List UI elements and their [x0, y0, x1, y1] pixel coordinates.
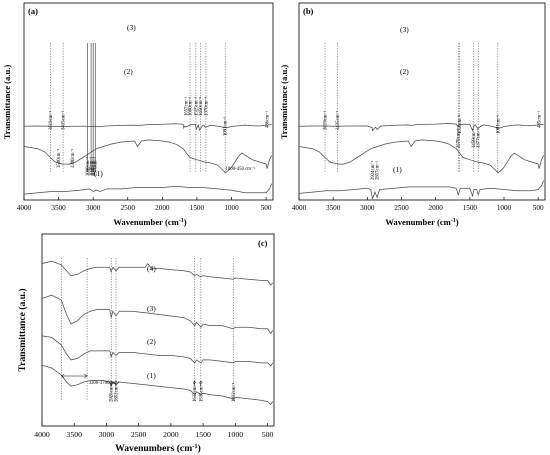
x-tick-label: 3500	[51, 204, 66, 212]
series-label: (3)	[400, 25, 409, 34]
panel-a-label: (a)	[28, 6, 38, 16]
x-tick-label: 500	[261, 204, 272, 212]
peak-annotation: 1650cm⁻¹	[457, 114, 463, 134]
peak-annotation: 1450cm⁻¹	[471, 128, 477, 148]
x-tick-label: 2000	[163, 430, 179, 439]
x-tick-label: 3000	[360, 204, 375, 212]
range-arrow-head-right	[83, 373, 88, 379]
panel-c-xlabel: Wavenumbers (cm-1)	[115, 443, 201, 454]
series-label: (2)	[124, 67, 133, 76]
x-tick-label: 1000	[497, 204, 512, 212]
x-tick-label: 3500	[326, 204, 341, 212]
spectrum-line-2	[41, 294, 274, 335]
peak-annotation: 3435cm⁻¹	[335, 110, 341, 130]
x-tick-label: 2500	[131, 430, 147, 439]
series-label: (1)	[147, 371, 156, 380]
peak-annotation: 3080cm⁻¹	[85, 156, 91, 176]
panel-c-label: (c)	[258, 238, 268, 248]
x-tick-label: 2000	[428, 204, 443, 212]
series-label: (2)	[400, 67, 409, 76]
peak-annotation: 3619cm⁻¹	[48, 110, 54, 130]
peak-annotation: 1670cm⁻¹	[456, 128, 462, 148]
series-label: (1)	[393, 165, 402, 174]
peak-annotation: 485cm⁻¹	[537, 110, 543, 128]
peak-annotation: 2924cm⁻¹	[370, 160, 376, 180]
x-tick-label: 1500	[463, 204, 478, 212]
peak-annotation: 1377cm⁻¹	[476, 128, 482, 148]
peak-annotation: 3435cm⁻¹	[61, 110, 67, 130]
spectrum-line-1	[298, 123, 544, 132]
panel-a-ylabel: Transmittance (a.u.)	[2, 65, 12, 140]
peak-annotation: 3000cm⁻¹	[91, 156, 97, 176]
peak-annotation: 3619cm⁻¹	[323, 110, 329, 130]
peak-annotation: 1091cm⁻¹	[495, 114, 501, 134]
spectrum-line-3	[298, 180, 544, 201]
peak-arrow	[192, 380, 197, 386]
peak-annotation: 2852cm⁻¹	[113, 382, 119, 402]
panel-a-frame	[23, 2, 274, 201]
peak-annotation: 1515cm⁻¹	[193, 96, 199, 116]
spectrum-line-2	[23, 139, 272, 174]
range-arrow-head-left	[60, 373, 65, 379]
peak-annotation: 1535cm⁻¹	[198, 382, 204, 402]
x-tick-label: 4000	[34, 430, 50, 439]
spectrum-line-4	[41, 364, 274, 405]
panel-b: (b) (3) (2) (1) 3619cm⁻¹ 3435cm⁻¹ 2924cm⁻¹ 28…	[279, 2, 546, 227]
peak-annotation: 2857cm⁻¹	[375, 160, 381, 180]
x-tick-label: 500	[262, 430, 274, 439]
peak-annotation: 1657cm⁻¹	[184, 96, 190, 116]
panel-b-label: (b)	[303, 6, 314, 16]
peak-annotation: 1450cm⁻¹	[198, 96, 204, 116]
panel-b-ylabel: Transmittance (a.u.)	[279, 65, 289, 140]
x-tick-label: 1500	[195, 430, 211, 439]
x-tick-label: 2500	[394, 204, 409, 212]
spectrum-line-1	[41, 260, 273, 286]
peak-annotation: 1000-450 cm⁻¹	[226, 166, 256, 172]
x-tick-label: 2500	[121, 204, 136, 212]
series-label: (2)	[147, 337, 156, 346]
x-tick-label: 500	[533, 204, 544, 212]
peak-annotation: 3300cm⁻¹	[70, 148, 76, 168]
panel-a: (a) (3) (2) (1) 3619cm⁻¹ 3435cm⁻¹ 3500cm⁻¹ 33…	[2, 2, 274, 227]
panel-b-xlabel: Wavenumber (cm-1)	[385, 217, 458, 227]
peak-annotation: 3030cm⁻¹	[89, 156, 95, 176]
x-tick-label: 4000	[17, 204, 32, 212]
peak-arrow	[109, 380, 113, 386]
x-tick-label: 2000	[155, 204, 170, 212]
x-tick-label: 3500	[66, 430, 82, 439]
spectrum-line-2	[298, 139, 544, 174]
spectrum-line-1	[23, 123, 272, 132]
x-tick-label: 1000	[228, 430, 244, 439]
peak-annotation: 1091cm⁻¹	[223, 116, 229, 136]
series-label: (4)	[147, 264, 156, 273]
x-tick-label: 4000	[292, 204, 307, 212]
x-tick-label: 1500	[190, 204, 205, 212]
peak-annotation: 2926cm⁻¹	[109, 382, 115, 402]
peak-annotation: 2970cm⁻¹	[93, 156, 99, 176]
panel-b-frame	[298, 2, 546, 201]
panel-c-frame	[41, 233, 275, 427]
panel-a-xlabel: Wavenumber (cm-1)	[113, 217, 186, 227]
spectrum-line-3	[41, 335, 274, 367]
x-tick-label: 3000	[99, 430, 115, 439]
peak-annotation: 1600cm⁻¹	[188, 96, 194, 116]
peak-annotation: 1032cm⁻¹	[231, 382, 237, 402]
peak-arrow	[199, 380, 203, 386]
spectrum-line-3	[23, 183, 272, 195]
x-tick-label: 3000	[86, 204, 101, 212]
peak-annotation: 486cm⁻¹	[265, 110, 271, 128]
peak-annotation: 3500cm⁻¹	[56, 148, 62, 168]
panel-c-ylabel: Transmittance (a.u.)	[17, 288, 28, 371]
series-label: (3)	[127, 23, 136, 32]
series-label: (1)	[94, 169, 103, 178]
peak-annotation: 1370cm⁻¹	[203, 96, 209, 116]
peak-annotation: 3300-3700cm⁻¹	[89, 380, 120, 386]
peak-arrow	[114, 380, 118, 386]
peak-annotation: 1632cm⁻¹	[192, 382, 198, 402]
x-tick-label: 1000	[224, 204, 239, 212]
series-label: (3)	[147, 304, 156, 313]
